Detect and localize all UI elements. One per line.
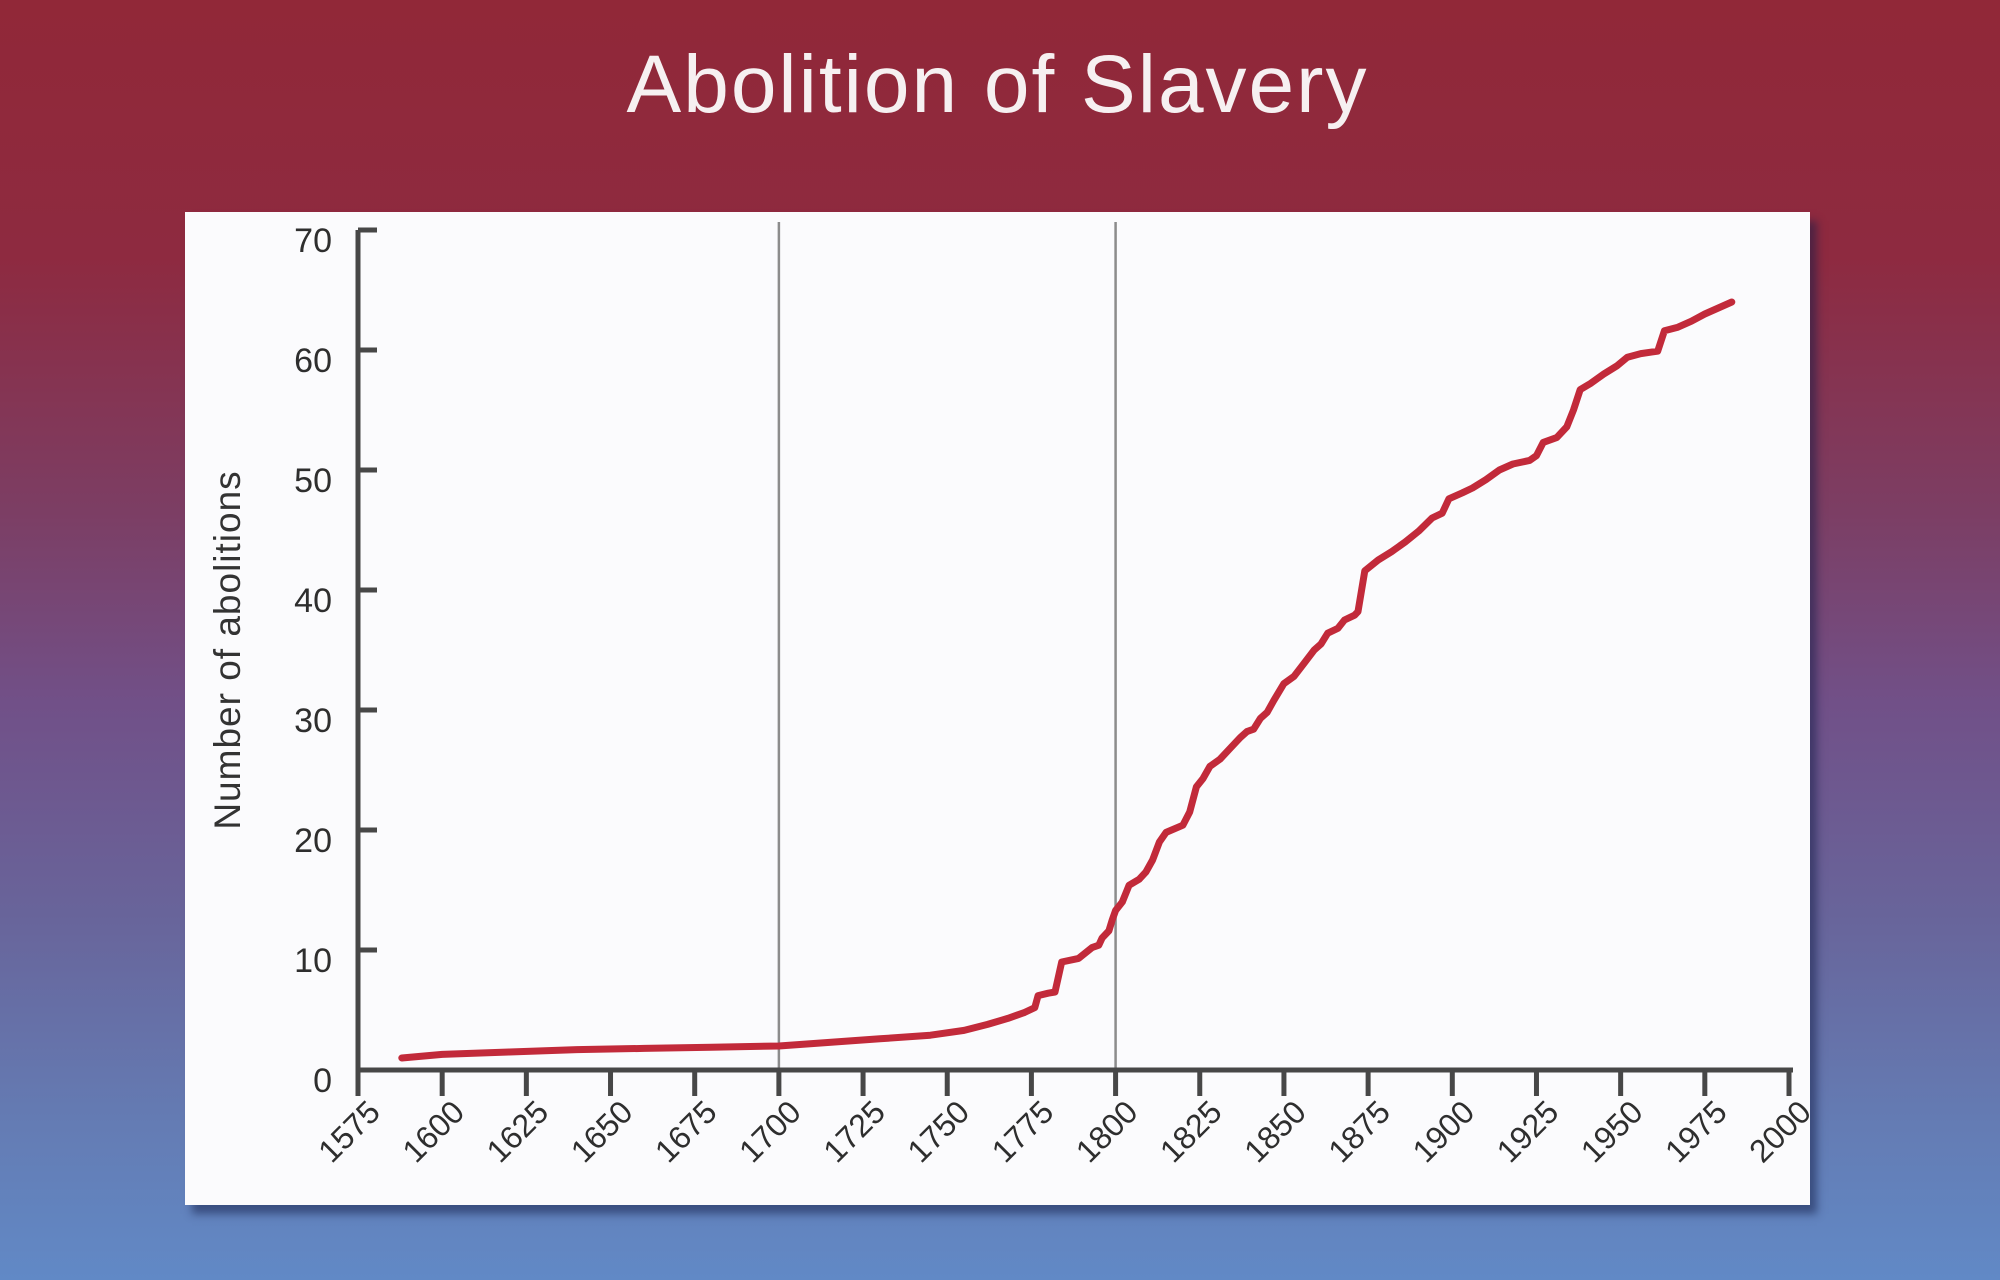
abolitions-line [398,298,1736,1062]
x-tick-label: 1700 [732,1093,808,1169]
x-tick-label: 1675 [648,1093,724,1169]
x-tick-label: 1800 [1069,1093,1145,1169]
page-title: Abolition of Slavery [626,39,1369,130]
y-axis-title: Number of abolitions [207,470,248,830]
chart-panel: 0 10 20 30 40 50 60 70 1575 1600 1625 1650 1675 1700 1… [185,212,1810,1205]
y-tick-label: 40 [294,582,332,620]
y-tick-label: 50 [294,462,332,500]
x-tick-label: 1925 [1490,1093,1566,1169]
x-tick-label: 1975 [1658,1093,1734,1169]
x-tick-label: 1825 [1153,1093,1229,1169]
y-tick-label: 10 [294,942,332,980]
x-tick-label: 1850 [1237,1093,1313,1169]
x-tick-label: 1650 [564,1093,640,1169]
x-tick-label: 1875 [1321,1093,1397,1169]
x-tick-label: 1775 [985,1093,1061,1169]
x-tick-label: 1600 [395,1093,471,1169]
y-tick-label: 0 [313,1062,332,1100]
x-tick-label: 1750 [900,1093,976,1169]
x-tick-label: 1900 [1405,1093,1481,1169]
y-tick-label: 30 [294,702,332,740]
x-tick-label: 2000 [1742,1093,1810,1169]
x-tick-label: 1625 [480,1093,556,1169]
x-tick-label: 1575 [311,1093,387,1169]
y-tick-label: 70 [294,222,332,260]
x-tick-label: 1725 [816,1093,892,1169]
y-tick-label: 60 [294,342,332,380]
x-tick-label: 1950 [1574,1093,1650,1169]
y-tick-label: 20 [294,822,332,860]
